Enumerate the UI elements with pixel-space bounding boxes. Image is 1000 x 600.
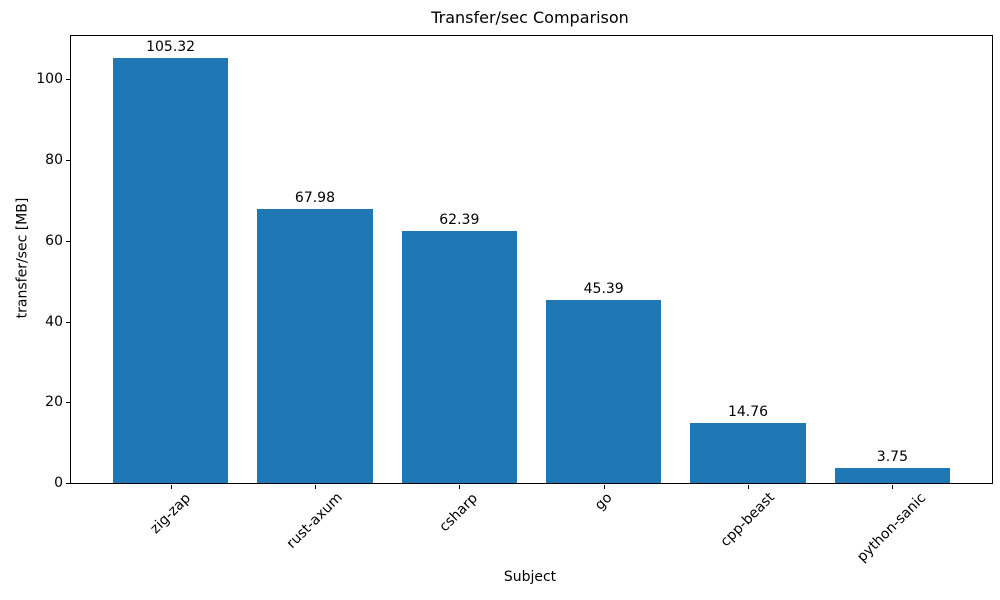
x-tick-mark <box>170 485 172 489</box>
x-tick-label: csharp <box>436 490 482 535</box>
y-axis-label: transfer/sec [MB] <box>14 197 31 319</box>
bar-value-label: 14.76 <box>727 404 769 421</box>
bar <box>401 231 518 483</box>
x-tick-label: python-sanic <box>854 489 930 566</box>
y-tick-label: 60 <box>45 232 63 249</box>
y-tick-label: 0 <box>54 475 63 491</box>
plot-area: 0 20 40 60 80 100 105.32 zig-zap 67.98 rust-axum 6… <box>36 35 993 565</box>
bar <box>834 467 951 483</box>
y-tick-mark <box>66 402 70 404</box>
y-tick-label: 80 <box>45 152 63 169</box>
y-tick-mark <box>66 160 70 162</box>
x-tick-label: rust-axum <box>283 490 346 553</box>
bar <box>545 299 662 483</box>
bar-value-label: 67.98 <box>294 189 335 206</box>
x-tick-mark <box>459 485 461 489</box>
bar <box>257 208 373 483</box>
bar-value-label: 45.39 <box>583 280 624 297</box>
y-tick-label: 40 <box>45 313 63 330</box>
y-tick-label: 20 <box>45 394 63 411</box>
chart-title: Transfer/sec Comparison <box>431 8 629 27</box>
x-tick-mark <box>314 485 316 489</box>
x-tick-mark <box>603 485 605 489</box>
x-tick-label: go <box>591 489 616 514</box>
bar <box>112 57 229 483</box>
y-tick-mark <box>66 483 70 484</box>
y-tick-mark <box>66 321 70 323</box>
bar-value-label: 3.75 <box>876 448 908 465</box>
x-tick-mark <box>748 485 750 489</box>
x-tick-label: cpp-beast <box>717 489 778 551</box>
x-axis-label: Subject <box>503 569 557 585</box>
bar-value-label: 105.32 <box>146 38 196 55</box>
y-tick-mark <box>66 240 70 242</box>
bar-value-label: 62.39 <box>439 212 480 229</box>
x-tick-label: zig-zap <box>146 490 194 537</box>
x-tick-mark <box>892 485 894 489</box>
bar <box>690 423 806 483</box>
y-tick-label: 100 <box>36 71 63 88</box>
y-tick-mark <box>66 79 70 81</box>
